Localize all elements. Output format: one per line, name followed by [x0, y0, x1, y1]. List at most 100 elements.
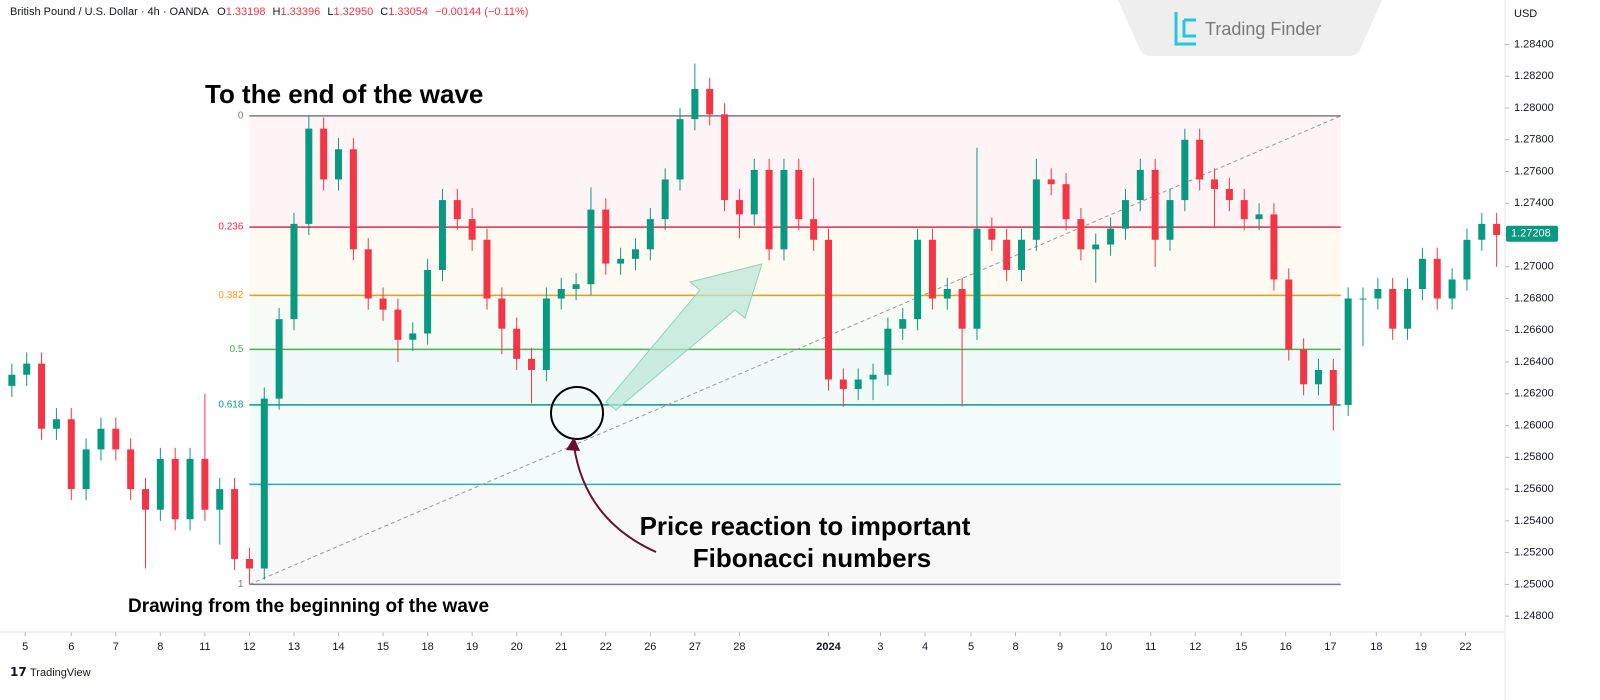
fib-zone	[249, 295, 1341, 350]
currency-label: USD	[1514, 8, 1537, 20]
x-tick-label: 11	[199, 641, 210, 653]
x-tick-label: 13	[288, 641, 300, 653]
y-tick-label: 1.24800	[1514, 610, 1554, 622]
candle-body	[528, 358, 536, 370]
ohlc-value: 1.33198	[226, 6, 266, 18]
y-tick-label: 1.26600	[1514, 324, 1554, 336]
candle-body	[52, 419, 60, 429]
symbol-header: British Pound / U.S. Dollar · 4h · OANDA…	[10, 6, 528, 18]
candle-body	[958, 289, 966, 329]
x-tick-label: 21	[555, 641, 567, 653]
candle-body	[245, 558, 253, 569]
candle-body	[631, 249, 639, 259]
candle-body	[1374, 289, 1382, 299]
y-tick-label: 1.25200	[1514, 547, 1554, 559]
candle-body	[1136, 169, 1144, 201]
candle-body	[1404, 289, 1412, 329]
logo-stroke	[1174, 12, 1196, 46]
y-tick-label: 1.26400	[1514, 356, 1554, 368]
candle-body	[1196, 139, 1204, 180]
candle-body	[1255, 214, 1263, 220]
candle-body	[275, 319, 283, 399]
candle-body	[780, 169, 788, 250]
candle-body	[869, 374, 877, 380]
last-price-label: 1.27208	[1511, 228, 1551, 240]
annotation-end: To the end of the wave	[205, 79, 483, 109]
fib-zone	[249, 484, 1341, 585]
x-tick-label: 8	[157, 641, 163, 653]
ohlc-key: L	[327, 6, 333, 18]
fib-level-label: 0.382	[218, 290, 243, 301]
candle-body	[453, 200, 461, 220]
candle-body	[1300, 349, 1308, 385]
candle-body	[735, 200, 743, 215]
candle-body	[646, 219, 654, 250]
candle-body	[617, 258, 625, 264]
y-tick-label: 1.26000	[1514, 419, 1554, 431]
candle-body	[884, 328, 892, 375]
candle-body	[438, 200, 446, 270]
ohlc-key: H	[273, 6, 281, 18]
candle-body	[97, 428, 105, 450]
ohlc-value: 1.32950	[333, 6, 373, 18]
fib-zone	[249, 115, 1341, 228]
candle-body	[379, 298, 387, 310]
x-tick-label: 5	[968, 641, 974, 653]
reaction-circle	[550, 386, 604, 440]
candle-body	[23, 363, 31, 375]
fib-zone	[249, 227, 1341, 296]
candle-body	[67, 419, 75, 490]
candle-body	[409, 333, 417, 340]
ohlc-key: O	[217, 6, 226, 18]
candle-body	[1463, 239, 1471, 280]
candle-body	[186, 458, 194, 520]
symbol-title: British Pound / U.S. Dollar · 4h · OANDA	[10, 6, 209, 18]
candle-body	[201, 458, 209, 510]
x-tick-label: 19	[1415, 641, 1427, 653]
x-tick-label: 22	[600, 641, 612, 653]
x-tick-label: 4	[922, 641, 928, 653]
x-tick-label: 14	[332, 641, 344, 653]
x-tick-label: 8	[1013, 641, 1019, 653]
candle-body	[572, 284, 580, 290]
candle-body	[1225, 188, 1233, 201]
candle-body	[839, 379, 847, 390]
candle-body	[1181, 139, 1189, 201]
candle-body	[216, 489, 224, 510]
candle-body	[676, 119, 684, 180]
fib-level-label: 0.618	[218, 400, 243, 411]
candle-body	[706, 88, 714, 115]
candle-body	[1062, 184, 1070, 220]
candle-body	[38, 363, 46, 429]
candle-body	[795, 169, 803, 220]
candle-body	[1018, 239, 1026, 270]
brand-banner	[1118, 0, 1382, 56]
candle-body	[82, 449, 90, 490]
candle-body	[1448, 279, 1456, 299]
candle-body	[171, 458, 179, 520]
x-tick-label: 28	[733, 641, 745, 653]
brand-logo	[1174, 12, 1196, 46]
y-tick-label: 1.25600	[1514, 483, 1554, 495]
fib-trend-line	[249, 115, 1341, 585]
candle-body	[394, 309, 402, 340]
candle-body	[364, 249, 372, 299]
candle-body	[810, 219, 818, 240]
y-tick-label: 1.26800	[1514, 292, 1554, 304]
candle-body	[1285, 279, 1293, 350]
y-tick-label: 1.27000	[1514, 261, 1554, 273]
y-tick-label: 1.27800	[1514, 134, 1554, 146]
candle-body	[661, 179, 669, 220]
x-tick-label: 15	[377, 641, 389, 653]
candle-body	[899, 319, 907, 329]
candle-body	[1389, 289, 1397, 329]
candle-body	[973, 228, 981, 329]
candle-body	[424, 269, 432, 334]
y-tick-label: 1.25800	[1514, 451, 1554, 463]
candle-body	[1344, 298, 1352, 405]
curved-arrow-head	[566, 437, 580, 451]
change-value: −0.00144 (−0.11%)	[435, 6, 528, 18]
candle-body	[1418, 258, 1426, 290]
candle-body	[1107, 228, 1115, 245]
candle-body	[1329, 369, 1337, 405]
